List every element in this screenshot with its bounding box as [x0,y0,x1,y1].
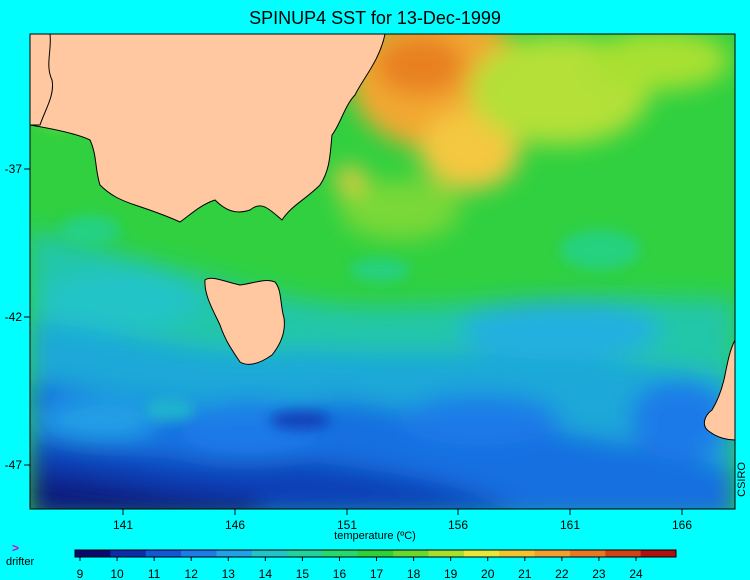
northwest-land [30,34,54,126]
color-bar-tick-label: 19 [444,567,458,580]
x-tick-label: 166 [672,518,692,532]
color-bar-tick-label: 23 [592,567,606,580]
color-bar-segment [110,550,147,557]
x-axis: 141 146 151 156 161 166 [113,509,692,532]
color-bar-tick-label: 12 [185,567,199,580]
color-bar-segment [463,550,500,557]
color-bar-segment [181,550,217,557]
color-bar-frame [74,549,677,558]
tasmania-land [204,277,285,365]
color-bar-tick-label: 17 [370,567,384,580]
color-bar-tick-label: 24 [629,567,643,580]
color-bar-segment [145,550,182,557]
map-title: SPINUP4 SST for 13-Dec-1999 [249,8,501,28]
y-tick-label: -47 [5,458,23,472]
color-bar-tick-label: 22 [555,567,569,580]
color-bar-tick-label: 10 [110,567,124,580]
color-bar-tick-label: 11 [148,567,161,580]
color-bar-segment [640,550,677,557]
color-bar-segment [605,550,642,557]
mainland-land [30,34,386,223]
color-bar-tick-label: 13 [222,567,236,580]
color-bar-tick-label: 16 [333,567,347,580]
color-bar-tick-label: 15 [296,567,310,580]
color-bar-segment [428,550,465,557]
color-bar-segment [287,550,323,557]
y-tick-label: -37 [5,162,23,176]
color-bar-tick-label: 20 [481,567,495,580]
color-bar-tick-label: 21 [518,567,532,580]
color-bar [74,549,677,558]
color-bar-segment [569,550,606,557]
color-bar-segment [322,550,359,557]
credit-label: CSIRO [736,462,748,497]
x-tick-label: 156 [448,518,468,532]
color-bar-segment [251,550,288,557]
color-bar-ticks: 9 10 11 12 13 14 15 16 17 18 19 20 21 22 23 24 [77,557,643,580]
color-bar-tick-label: 14 [259,567,273,580]
drifter-marker-icon: > [12,541,20,555]
x-tick-label: 161 [560,518,580,532]
color-bar-segment [534,550,571,557]
x-tick-label: 146 [225,518,245,532]
legend-label: temperature (ºC) [334,530,416,542]
color-bar-tick-label: 18 [407,567,421,580]
color-bar-tick-label: 9 [77,567,84,580]
color-bar-segment [75,550,111,557]
x-tick-label: 141 [113,518,133,532]
color-bar-segment [393,550,430,557]
x-tick-label: 151 [337,518,357,532]
color-bar-segment [499,550,536,557]
new-zealand-land [703,339,735,441]
drifter-label: drifter [6,556,35,568]
y-tick-label: -42 [5,310,23,324]
color-bar-segment [216,550,253,557]
y-axis: -37 -42 -47 [5,162,30,472]
color-bar-segment [357,550,394,557]
sst-field [30,34,735,509]
